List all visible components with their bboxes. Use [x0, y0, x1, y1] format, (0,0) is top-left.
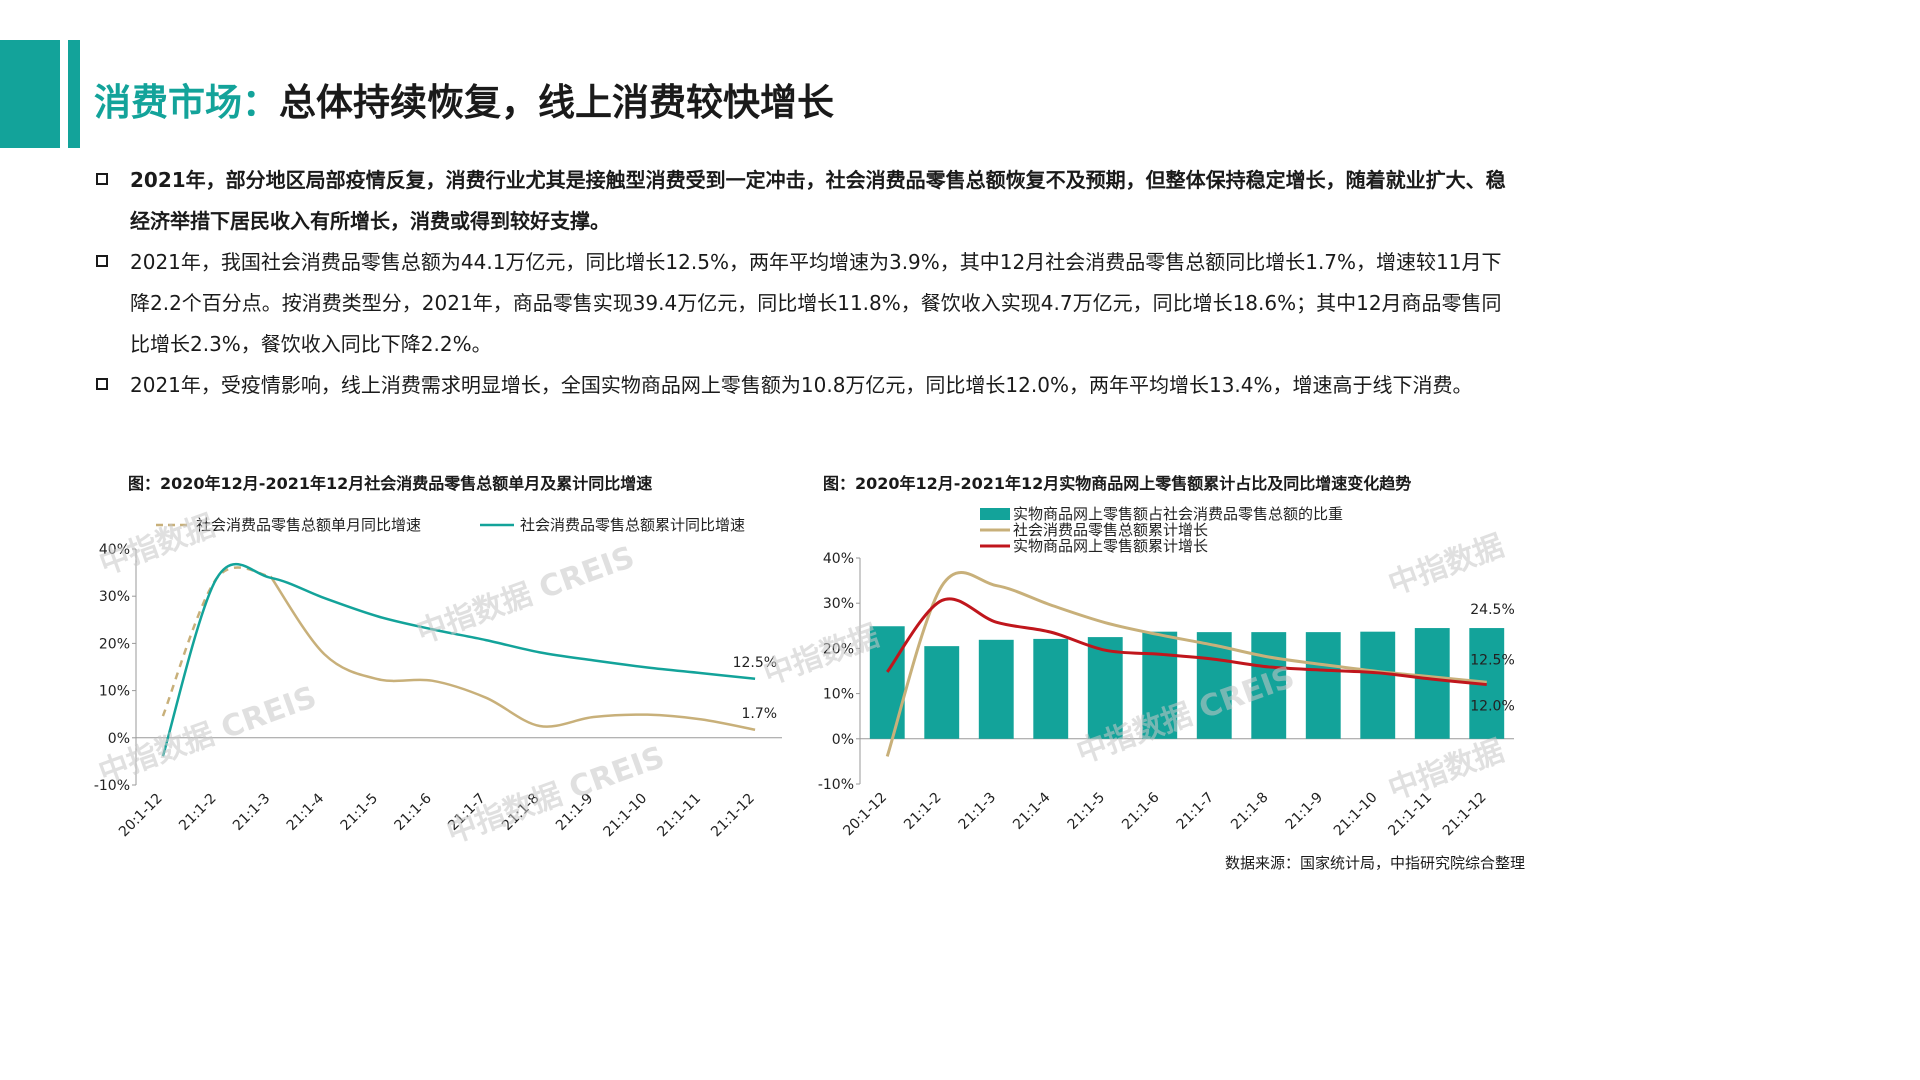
x-tick-label: 21:1-4 [1010, 789, 1053, 832]
legend-label: 社会消费品零售总额单月同比增速 [196, 516, 421, 534]
header-accent-block [0, 40, 60, 148]
y-tick-label: 0% [108, 731, 130, 747]
series-line-total-retail [885, 571, 1487, 757]
series-line-cumulative [161, 563, 756, 757]
y-tick-label: 20% [823, 641, 854, 657]
data-label: 12.5% [1470, 652, 1514, 668]
x-tick-label: 21:1-3 [956, 790, 999, 833]
x-tick-label: 21:1-3 [230, 791, 273, 834]
x-tick-label: 21:1-2 [176, 791, 219, 834]
page-title: 消费市场：总体持续恢复，线上消费较快增长 [94, 72, 834, 126]
bar [1251, 632, 1287, 739]
bullet-item: 2021年，受疫情影响，线上消费需求明显增长，全国实物商品网上零售额为10.8万… [94, 365, 1514, 406]
y-tick-label: 20% [99, 636, 130, 652]
x-tick-label: 21:1-4 [284, 790, 327, 833]
bar [869, 626, 905, 739]
series-line-monthly-dashed [161, 566, 271, 717]
x-tick-label: 21:1-10 [1331, 790, 1381, 840]
bullet-text: 2021年，我国社会消费品零售总额为44.1万亿元，同比增长12.5%，两年平均… [130, 250, 1502, 356]
data-label: 24.5% [1470, 602, 1514, 618]
x-tick-label: 21:1-2 [901, 790, 944, 833]
bar [1305, 632, 1341, 739]
x-tick-label: 21:1-11 [1385, 790, 1435, 840]
chart1: -10% 0% 10% 20% 30% 40% 20:1-12 21:1-2 21:1-3 21:… [94, 516, 782, 841]
data-label: 1.7% [742, 706, 778, 722]
series-line-online-retail [886, 597, 1487, 687]
x-tick-label: 21:1-9 [553, 791, 596, 834]
y-tick-label: 0% [832, 732, 854, 748]
bar [1033, 638, 1069, 739]
header-accent-stripe [68, 40, 80, 148]
data-source-note: 数据来源：国家统计局，中指研究院综合整理 [1224, 854, 1525, 872]
y-tick-label: 40% [99, 542, 130, 558]
x-tick-label: 21:1-10 [601, 791, 651, 841]
x-tick-label: 21:1-11 [654, 791, 704, 841]
bullet-item: 2021年，我国社会消费品零售总额为44.1万亿元，同比增长12.5%，两年平均… [94, 242, 1514, 365]
legend-label: 社会消费品零售总额累计同比增速 [520, 516, 745, 534]
chart1-title: 图：2020年12月-2021年12月社会消费品零售总额单月及累计同比增速 [128, 474, 653, 493]
y-tick-label: 40% [823, 551, 854, 567]
page-title-rest: 总体持续恢复，线上消费较快增长 [279, 81, 834, 124]
x-tick-label: 21:1-7 [445, 791, 488, 834]
bar [978, 639, 1014, 739]
data-label: 12.5% [733, 655, 777, 671]
x-tick-label: 21:1-5 [338, 791, 381, 834]
bullet-text: 2021年，受疫情影响，线上消费需求明显增长，全国实物商品网上零售额为10.8万… [130, 373, 1473, 397]
x-tick-label: 21:1-6 [1119, 789, 1162, 832]
x-tick-label: 21:1-12 [1440, 790, 1490, 840]
bar [1414, 628, 1450, 739]
square-bullet-icon [96, 173, 108, 185]
x-tick-label: 21:1-9 [1283, 790, 1326, 833]
x-tick-label: 21:1-12 [708, 791, 758, 841]
x-tick-label: 21:1-6 [391, 790, 434, 833]
x-tick-label: 20:1-12 [840, 790, 890, 840]
bar [1142, 631, 1178, 739]
bar [924, 646, 960, 739]
y-tick-label: 30% [99, 589, 130, 605]
chart2-title: 图：2020年12月-2021年12月实物商品网上零售额累计占比及同比增速变化趋… [823, 474, 1412, 493]
y-tick-label: -10% [818, 777, 854, 793]
legend-label: 实物商品网上零售额占社会消费品零售总额的比重 [1013, 505, 1343, 523]
bar [1087, 637, 1123, 739]
data-label: 12.0% [1470, 699, 1514, 715]
x-tick-label: 21:1-7 [1174, 790, 1217, 833]
x-tick-label: 21:1-5 [1065, 790, 1108, 833]
bullet-list: 2021年，部分地区局部疫情反复，消费行业尤其是接触型消费受到一定冲击，社会消费… [94, 160, 1514, 406]
bar [1196, 632, 1232, 739]
y-tick-label: -10% [94, 778, 130, 794]
bullet-text: 2021年，部分地区局部疫情反复，消费行业尤其是接触型消费受到一定冲击，社会消费… [130, 168, 1506, 233]
x-tick-label: 21:1-8 [499, 791, 542, 834]
y-tick-label: 30% [823, 596, 854, 612]
page-title-accent: 消费市场： [94, 81, 279, 124]
square-bullet-icon [96, 378, 108, 390]
x-tick-label: 21:1-8 [1228, 790, 1271, 833]
x-tick-label: 20:1-12 [116, 791, 166, 841]
series-line-monthly [269, 575, 756, 732]
bullet-item: 2021年，部分地区局部疫情反复，消费行业尤其是接触型消费受到一定冲击，社会消费… [94, 160, 1514, 242]
legend-swatch [980, 508, 1010, 520]
square-bullet-icon [96, 255, 108, 267]
bar [1360, 631, 1396, 739]
y-tick-label: 10% [823, 687, 854, 703]
legend-label: 社会消费品零售总额累计增长 [1013, 521, 1208, 539]
legend-label: 实物商品网上零售额累计增长 [1013, 537, 1208, 555]
chart2: -10% 0% 10% 20% 30% 40% 20:1-12 21:1-2 21:1-3 21:… [818, 505, 1515, 840]
y-tick-label: 10% [99, 684, 130, 700]
